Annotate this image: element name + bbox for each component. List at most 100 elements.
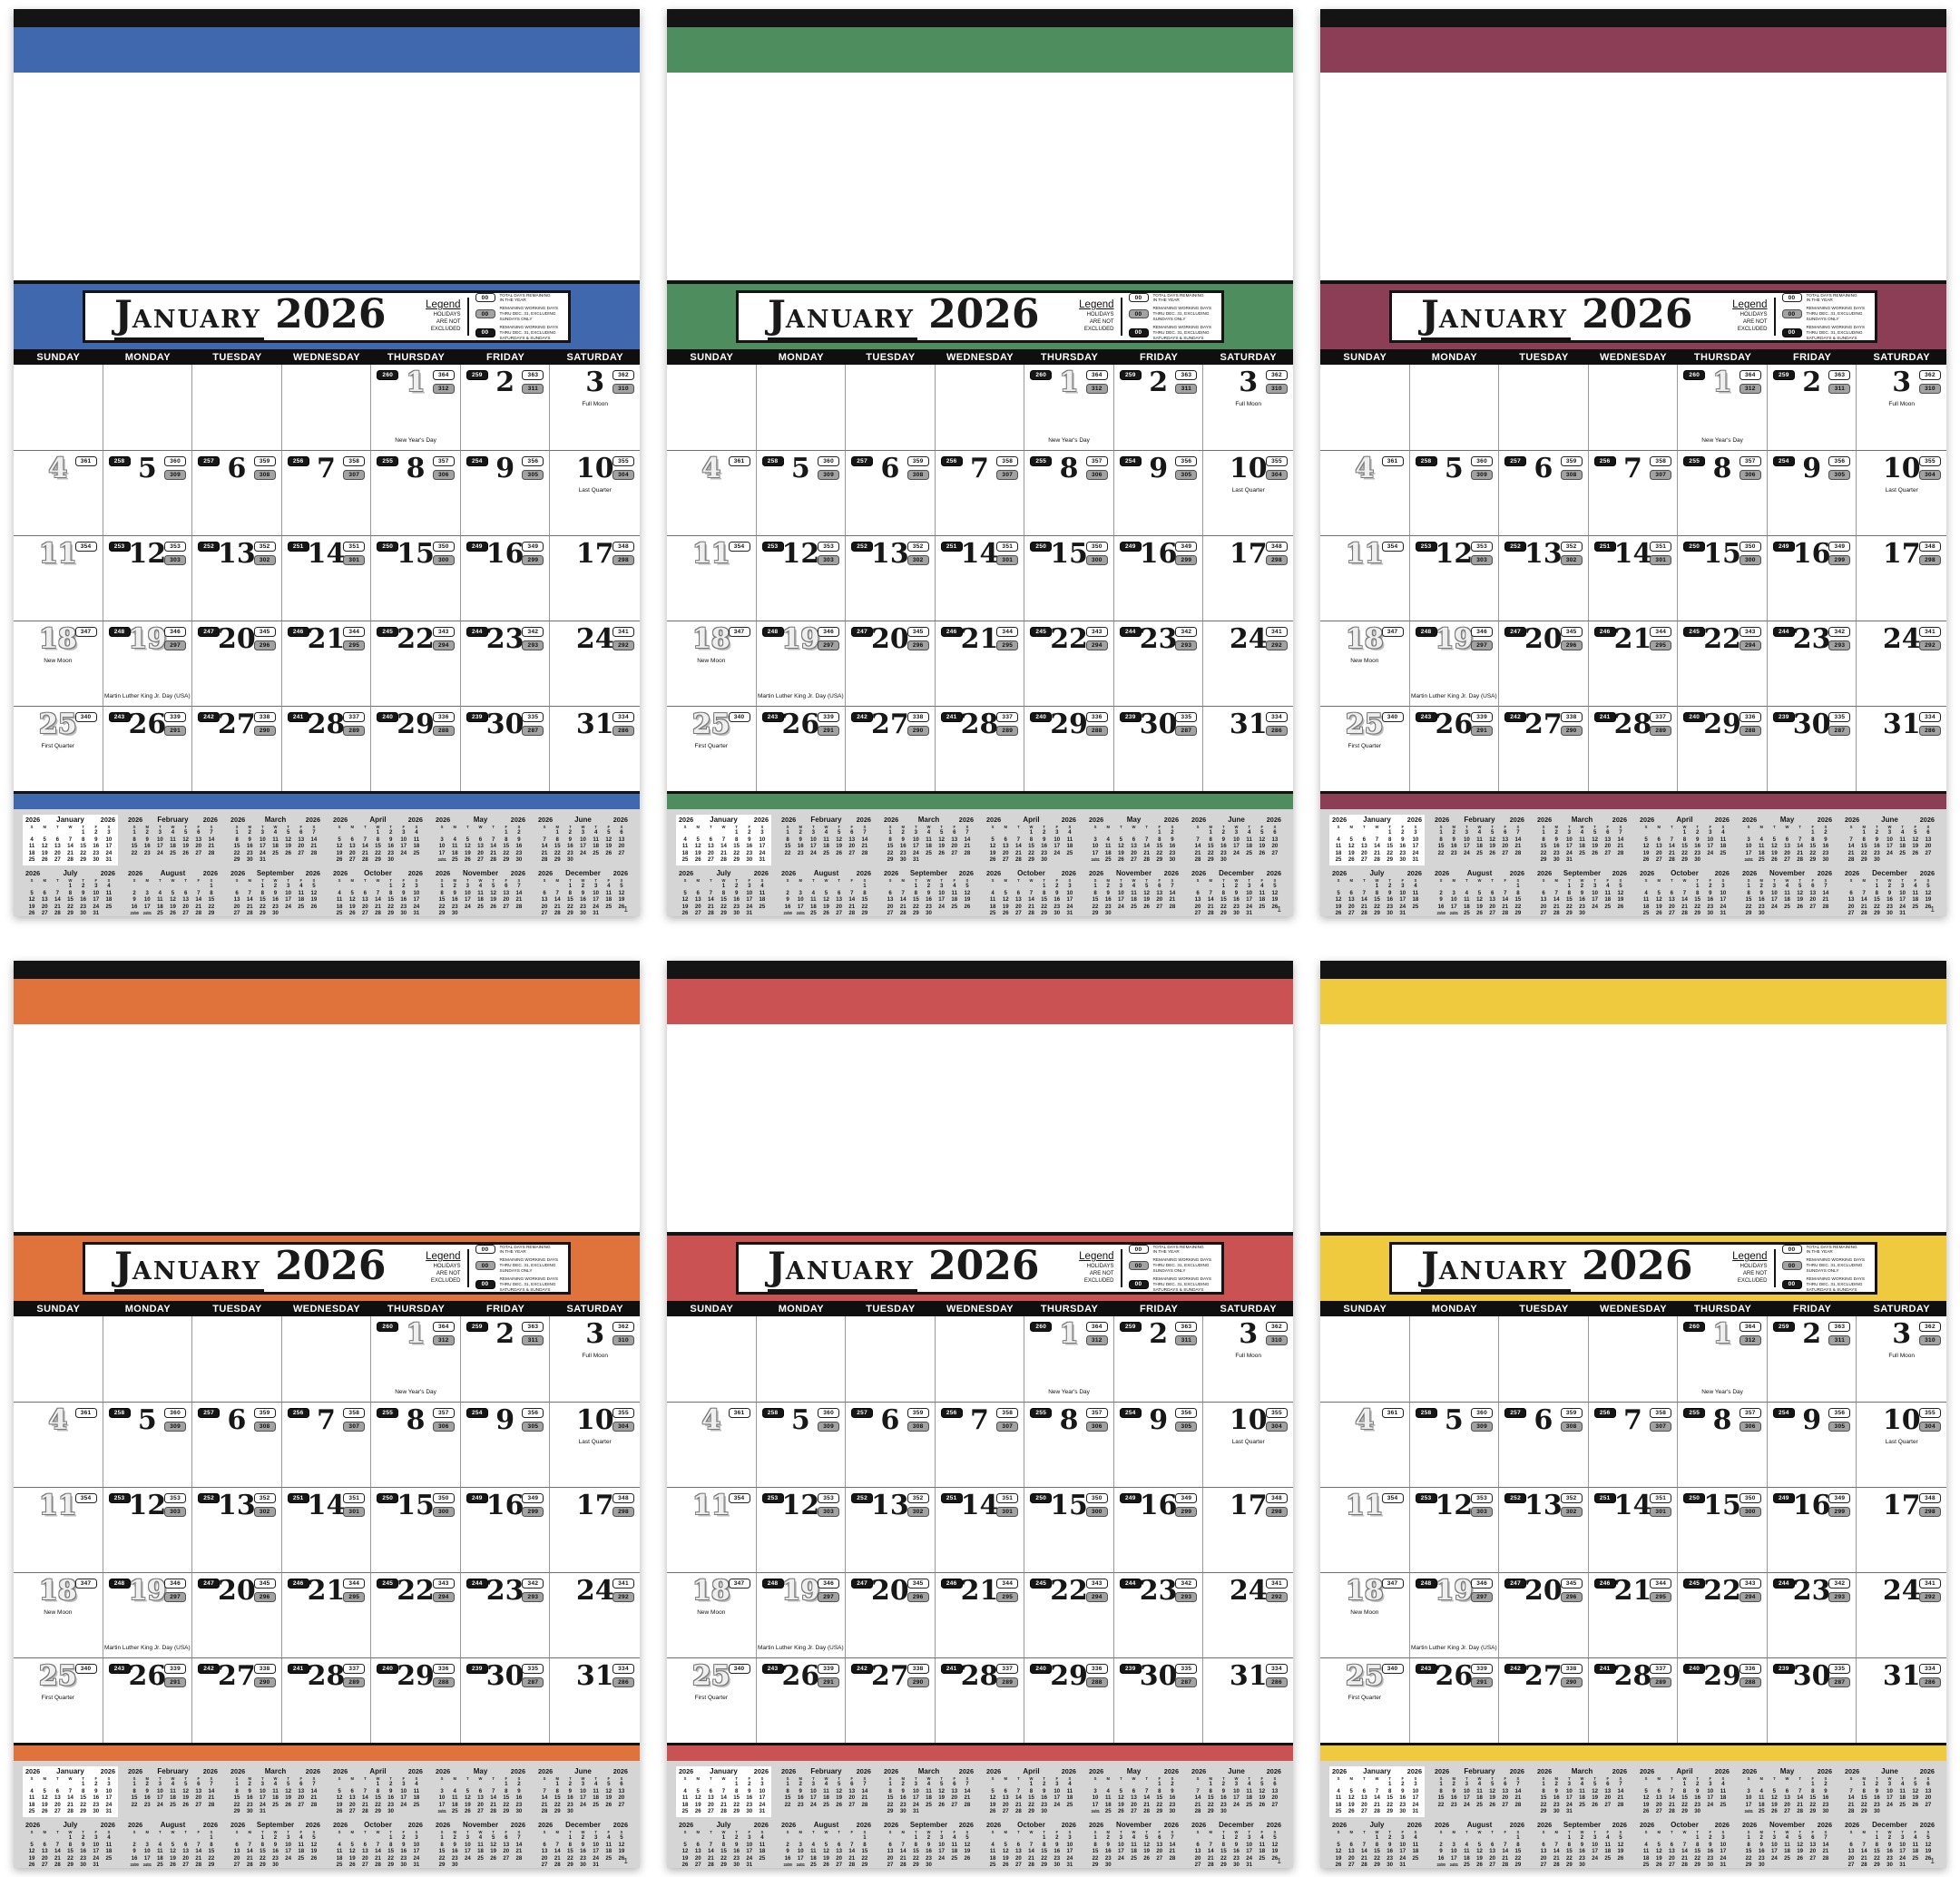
mini-day: 2 xyxy=(1401,1781,1405,1787)
mini-day: 11 xyxy=(1464,1848,1470,1855)
mini-day: 29 xyxy=(233,1808,240,1815)
mini-day: 22 xyxy=(1873,1854,1880,1862)
mini-dow: W xyxy=(1785,877,1789,883)
mini-dow: M xyxy=(1554,825,1558,829)
mini-day: 24 xyxy=(580,849,586,856)
date-cell: 242 27 338 290 xyxy=(192,1657,282,1743)
mini-day: 13 xyxy=(618,1787,625,1794)
right-badges: 347 xyxy=(74,1579,97,1589)
mini-dow: T xyxy=(1145,825,1148,829)
days-remaining-badge: 356 xyxy=(522,1408,544,1418)
mini-dow: T xyxy=(1465,877,1468,883)
days-remaining-badge: 357 xyxy=(432,456,455,466)
date-cell: 242 27 338 290 xyxy=(1499,1657,1589,1743)
mini-month-october: 2026 October 2026 S M T W T F S 1 2 3 4 5 6 7 8 9 10 11 12 13 1… xyxy=(330,1820,426,1871)
mini-day: 15 xyxy=(387,896,395,904)
mini-day xyxy=(371,1834,384,1842)
mini-day xyxy=(1780,910,1793,917)
mini-day: 18 xyxy=(451,849,458,856)
mini-dow: W xyxy=(1234,1829,1239,1834)
mini-dow: M xyxy=(1106,1776,1110,1781)
hanger-bar xyxy=(14,9,640,27)
days-remaining-badge: 350 xyxy=(432,1493,455,1503)
mini-day: 21 xyxy=(1169,1848,1176,1855)
mini-day: 8 xyxy=(555,836,559,843)
mini-day: 10 xyxy=(464,889,471,896)
right-badges: 351 301 xyxy=(996,542,1019,565)
date-cell: 10 355 304 Last Quarter xyxy=(550,1402,640,1487)
mini-dow: S xyxy=(440,825,444,829)
workdays-excl-sunday-badge: 292 xyxy=(1265,640,1288,650)
mini-dow: T xyxy=(159,877,162,883)
mini-calendars: 2026 January 2026 S M T W T F S 1 2 3 4 5 6 7 8 9 10 11 12 13 1… xyxy=(14,1761,640,1868)
mini-day: 29 xyxy=(1809,1808,1817,1815)
mini-day xyxy=(282,1808,295,1815)
mini-day: 17 xyxy=(938,1848,946,1855)
mini-dow: W xyxy=(1029,877,1034,883)
mini-day: 21 xyxy=(1847,849,1855,856)
mini-header-text: March xyxy=(917,816,940,824)
mini-day: 16 xyxy=(131,1854,138,1862)
date-cell: 24 341 292 xyxy=(550,621,640,706)
mini-day: 10 xyxy=(1412,1787,1419,1794)
mini-day: 2 xyxy=(901,829,905,836)
mini-dow: S xyxy=(1414,825,1417,829)
mini-day: 25 xyxy=(1476,849,1483,856)
mini-day xyxy=(1127,1862,1140,1869)
mini-day: 17 xyxy=(1450,903,1457,910)
mini-dow: S xyxy=(1439,877,1443,883)
workdays-excl-sunday-badge: 308 xyxy=(253,1422,276,1432)
mini-day xyxy=(1845,829,1857,836)
date-numeral: 6 xyxy=(227,453,247,484)
legend-items: 00 TOTAL DAYS REMAINING IN THE YEAR 00 REMA… xyxy=(475,293,593,341)
mini-day: 30 xyxy=(746,1808,753,1815)
day-header: MONDAY xyxy=(124,351,171,363)
days-remaining-badge: 364 xyxy=(1739,370,1761,380)
mini-day: 8 xyxy=(1158,836,1161,843)
mini-day: 28 xyxy=(899,1862,906,1869)
days-remaining-badge: 352 xyxy=(253,1493,276,1503)
mini-day: 26 xyxy=(1143,903,1151,910)
mini-day: 7 xyxy=(863,1781,867,1787)
mini-day: 13 xyxy=(233,1848,240,1855)
workdays-excl-sunday-badge: 297 xyxy=(818,1592,840,1602)
mini-dow: S xyxy=(620,1829,623,1834)
mini-day xyxy=(1141,1781,1153,1788)
mini-day: 1 xyxy=(1516,1833,1520,1841)
mini-dow: S xyxy=(1516,1829,1520,1834)
mini-day xyxy=(103,1862,115,1869)
mini-day: 21 xyxy=(1502,903,1509,910)
workdays-excl-weekend-badge: 240 xyxy=(1683,1664,1706,1674)
date-numeral: 17 xyxy=(575,538,614,570)
workdays-excl-weekend-badge: 253 xyxy=(108,542,131,552)
mini-day: 2 xyxy=(1234,1833,1239,1841)
mini-dow: M xyxy=(145,1829,149,1834)
mini-month-december: 2026 December 2026 S M T W T F S 1 2 3 4 5 6 7 8 9 10 11 12 13… xyxy=(535,1820,631,1871)
date-cell: 3 362 310 Full Moon xyxy=(1857,365,1946,450)
mini-day: 20 xyxy=(54,849,61,856)
mini-day: 3 xyxy=(593,882,598,889)
mini-day: 28 xyxy=(899,910,906,917)
mini-day xyxy=(781,1834,794,1842)
mini-header-text: June xyxy=(574,816,592,824)
right-badges: 343 294 xyxy=(1085,1579,1108,1602)
mini-day: 16 xyxy=(93,1794,100,1802)
mini-day: 16 xyxy=(1694,1794,1701,1802)
mini-day xyxy=(1063,856,1076,864)
date-numeral: 11 xyxy=(691,538,730,570)
mini-day-grid: 1 2 3 4 5 6 7 8 9 10 11 12 13 14 15 16 17 18 19 20 21 22 23 24 2… xyxy=(25,1781,115,1815)
days-remaining-badge: 358 xyxy=(1650,456,1672,466)
workdays-excl-sunday-badge: 312 xyxy=(1739,384,1761,394)
date-cell: 31 334 286 xyxy=(1203,1657,1293,1743)
mini-dow: W xyxy=(824,1829,828,1834)
date-numeral: 4 xyxy=(1355,1404,1375,1436)
workdays-excl-weekend-badge: 245 xyxy=(1030,1579,1053,1589)
date-numeral: 5 xyxy=(137,1404,157,1436)
mini-day: 5 xyxy=(939,1781,944,1787)
mini-day xyxy=(1665,883,1678,890)
mini-day: 17 xyxy=(156,1794,163,1802)
mini-day: 24 xyxy=(285,903,292,910)
mini-day: 7 xyxy=(901,1841,905,1848)
mini-day: 25 xyxy=(28,856,35,864)
days-remaining-badge: 356 xyxy=(1828,456,1851,466)
